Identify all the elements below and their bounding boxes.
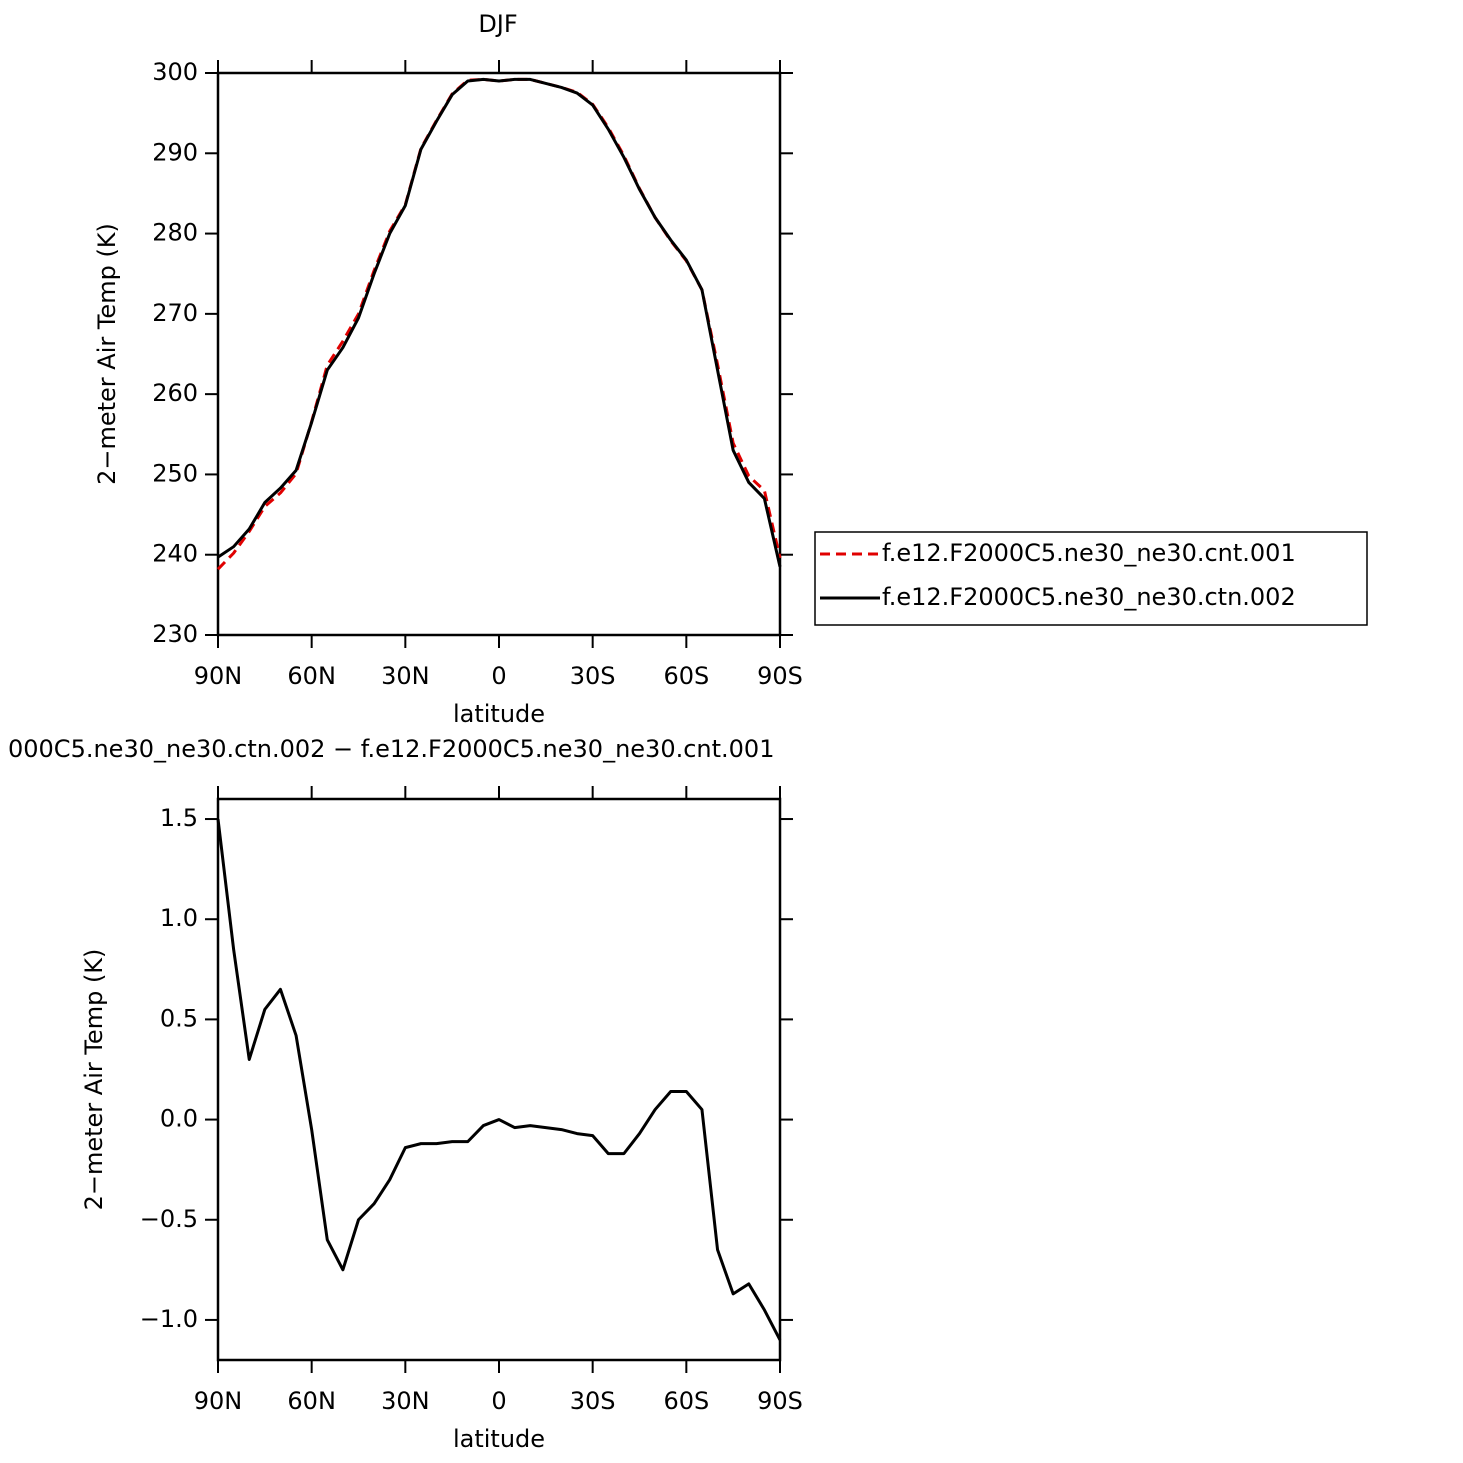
legend-box (814, 531, 1368, 626)
x-tick-label: 30S (570, 1387, 616, 1415)
y-tick-label: 0.5 (160, 1004, 198, 1032)
y-tick-label: 240 (152, 540, 198, 568)
x-axis-label: latitude (453, 700, 545, 728)
y-tick-label: 1.0 (160, 904, 198, 932)
x-tick-label: 60N (287, 662, 336, 690)
y-tick-label: 230 (152, 620, 198, 648)
x-tick-label: 60N (287, 1387, 336, 1415)
x-tick-label: 60S (663, 662, 709, 690)
chart-title: 000C5.ne30_ne30.ctn.002 − f.e12.F2000C5.… (8, 735, 774, 763)
data-line (216, 77, 782, 571)
chart-title: DJF (478, 10, 517, 38)
x-tick-label: 0 (491, 662, 506, 690)
y-tick-label: 280 (152, 219, 198, 247)
x-tick-label: 90S (757, 1387, 803, 1415)
y-tick-label: 260 (152, 379, 198, 407)
x-tick-label: 90N (194, 1387, 243, 1415)
data-line (217, 77, 782, 568)
x-tick-label: 30N (381, 662, 430, 690)
y-tick-label: −0.5 (140, 1205, 198, 1233)
y-axis-label: 2−meter Air Temp (K) (80, 949, 108, 1211)
data-line (216, 818, 782, 1341)
y-tick-label: 250 (152, 459, 198, 487)
x-tick-label: 30S (570, 662, 616, 690)
y-tick-label: −1.0 (140, 1305, 198, 1333)
y-tick-label: 0.0 (160, 1105, 198, 1133)
x-tick-label: 60S (663, 1387, 709, 1415)
plot-frame (216, 71, 782, 637)
legend-label: f.e12.F2000C5.ne30_ne30.cnt.001 (882, 539, 1296, 567)
x-tick-label: 0 (491, 1387, 506, 1415)
x-tick-label: 30N (381, 1387, 430, 1415)
y-tick-label: 1.5 (160, 804, 198, 832)
x-axis-label: latitude (453, 1425, 545, 1453)
x-tick-label: 90S (757, 662, 803, 690)
y-axis-label: 2−meter Air Temp (K) (93, 223, 121, 485)
legend-label: f.e12.F2000C5.ne30_ne30.ctn.002 (882, 583, 1296, 611)
x-tick-label: 90N (194, 662, 243, 690)
y-tick-label: 300 (152, 58, 198, 86)
y-tick-label: 290 (152, 138, 198, 166)
y-tick-label: 270 (152, 299, 198, 327)
